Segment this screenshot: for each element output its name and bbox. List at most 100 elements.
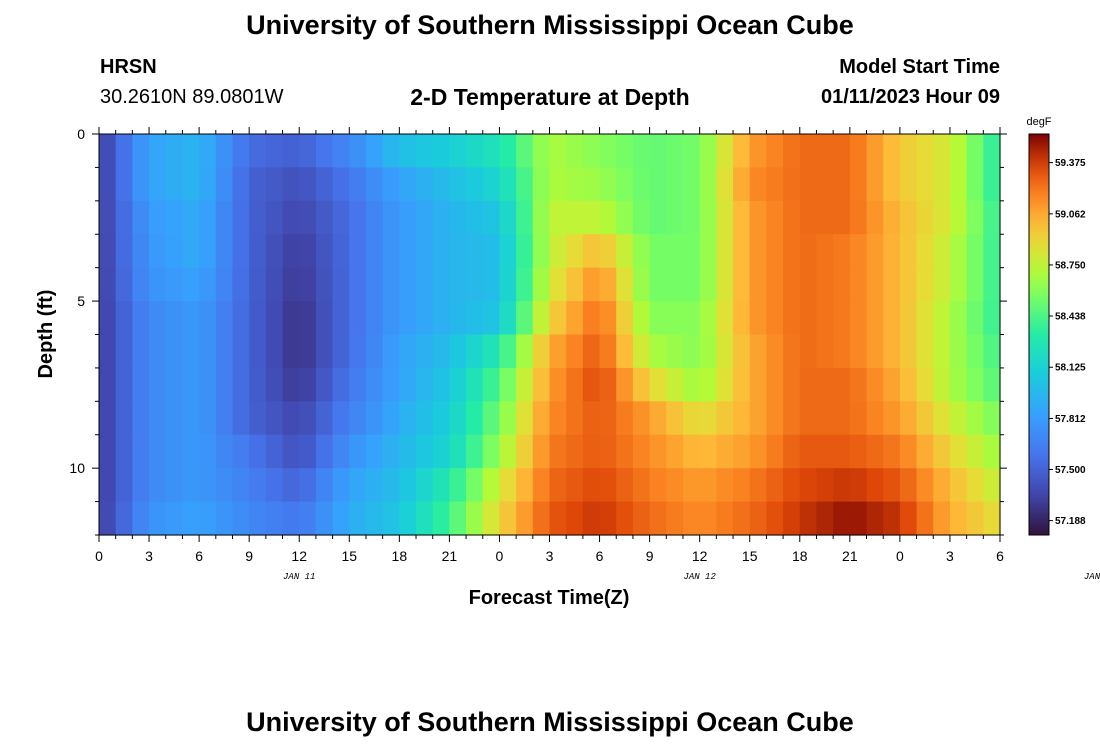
heatmap-cell [149, 200, 167, 235]
heatmap-cell [115, 367, 133, 402]
heatmap-cell [215, 434, 234, 469]
heatmap-cell [599, 434, 617, 469]
heatmap-cell [866, 334, 884, 369]
heatmap-cell [849, 401, 868, 436]
heatmap-cell [466, 167, 484, 202]
heatmap-cell [499, 134, 517, 169]
heatmap-cell [132, 301, 150, 336]
heatmap-cell [582, 134, 601, 169]
heatmap-cell [866, 267, 884, 302]
heatmap-cell [449, 367, 467, 402]
heatmap-cell [949, 234, 968, 269]
heatmap-cell [115, 434, 133, 469]
heatmap-cell [682, 468, 701, 503]
heatmap-cell [949, 401, 968, 436]
heatmap-cell [332, 468, 350, 503]
heatmap-cell [449, 334, 467, 369]
heatmap-cell [99, 200, 117, 235]
heatmap-cell [549, 234, 567, 269]
heatmap-cell [299, 134, 317, 169]
heatmap-cell [349, 367, 367, 402]
heatmap-cell [632, 401, 651, 436]
heatmap-cell [382, 200, 400, 235]
heatmap-cell [649, 401, 667, 436]
heatmap-cell [332, 334, 350, 369]
heatmap-cell [916, 468, 934, 503]
heatmap-cell [449, 167, 467, 202]
heatmap-cell [399, 501, 417, 536]
colorbar-label: 59.062 [1055, 209, 1086, 220]
heatmap-cell [899, 468, 918, 503]
heatmap-cell [132, 167, 150, 202]
heatmap-cell [616, 468, 634, 503]
heatmap-cell [716, 200, 734, 235]
heatmap-cell [315, 234, 334, 269]
heatmap-cell [265, 167, 284, 202]
heatmap-cell [566, 167, 584, 202]
heatmap-cell [349, 468, 367, 503]
heatmap-cell [783, 200, 801, 235]
heatmap-cell [482, 267, 501, 302]
heatmap-cell [733, 468, 751, 503]
heatmap-cell [315, 401, 334, 436]
heatmap-cell [716, 501, 734, 536]
heatmap-cell [933, 134, 951, 169]
heatmap-cell [632, 434, 651, 469]
heatmap-cell [549, 200, 567, 235]
heatmap-cell [966, 334, 984, 369]
x-tick-label: 3 [145, 548, 153, 564]
heatmap-cell [616, 267, 634, 302]
chart-subtitle: 2-D Temperature at Depth [410, 84, 690, 110]
heatmap-cell [966, 367, 984, 402]
heatmap-cell [916, 200, 934, 235]
y-axis-title: Depth (ft) [35, 290, 57, 379]
heatmap-cell [849, 367, 868, 402]
heatmap-cell [766, 401, 784, 436]
heatmap-cell [733, 167, 751, 202]
heatmap-cell [916, 301, 934, 336]
heatmap-cell [382, 468, 400, 503]
heatmap-cell [716, 134, 734, 169]
heatmap-cell [816, 200, 834, 235]
heatmap-cell [365, 234, 384, 269]
heatmap-cell [399, 434, 417, 469]
heatmap-cell [833, 301, 851, 336]
heatmap-cell [499, 401, 517, 436]
heatmap-cell [649, 134, 667, 169]
heatmap-cell [215, 267, 234, 302]
heatmap-cell [716, 468, 734, 503]
heatmap-cell [582, 334, 601, 369]
heatmap-cell [682, 134, 701, 169]
heatmap-cell [933, 234, 951, 269]
heatmap-cell [632, 134, 651, 169]
heatmap-cell [532, 267, 551, 302]
model-start-label: Model Start Time [839, 56, 1000, 78]
x-tick-label: 3 [546, 548, 554, 564]
heatmap-cell [966, 234, 984, 269]
heatmap-cell [199, 301, 217, 336]
heatmap-cell [416, 234, 434, 269]
heatmap-cell [232, 401, 250, 436]
heatmap-cell [416, 134, 434, 169]
heatmap-cell [282, 434, 300, 469]
heatmap-cell [199, 367, 217, 402]
heatmap-cell [549, 134, 567, 169]
heatmap-cell [933, 334, 951, 369]
heatmap-cell [532, 234, 551, 269]
heatmap-cell [149, 301, 167, 336]
heatmap-cell [649, 468, 667, 503]
x-date-label: JAN 11 [283, 572, 315, 582]
heatmap-cell [566, 234, 584, 269]
heatmap-cell [749, 134, 768, 169]
heatmap-cell [349, 301, 367, 336]
heatmap-cell [716, 267, 734, 302]
heatmap-cell [215, 468, 234, 503]
heatmap-cell [365, 301, 384, 336]
heatmap-cell [666, 501, 684, 536]
page-title-repeat: University of Southern Mississippi Ocean… [246, 707, 854, 737]
heatmap-cell [149, 234, 167, 269]
heatmap-cell [766, 234, 784, 269]
heatmap-cell [332, 167, 350, 202]
heatmap-cell [449, 468, 467, 503]
heatmap-cell [449, 501, 467, 536]
